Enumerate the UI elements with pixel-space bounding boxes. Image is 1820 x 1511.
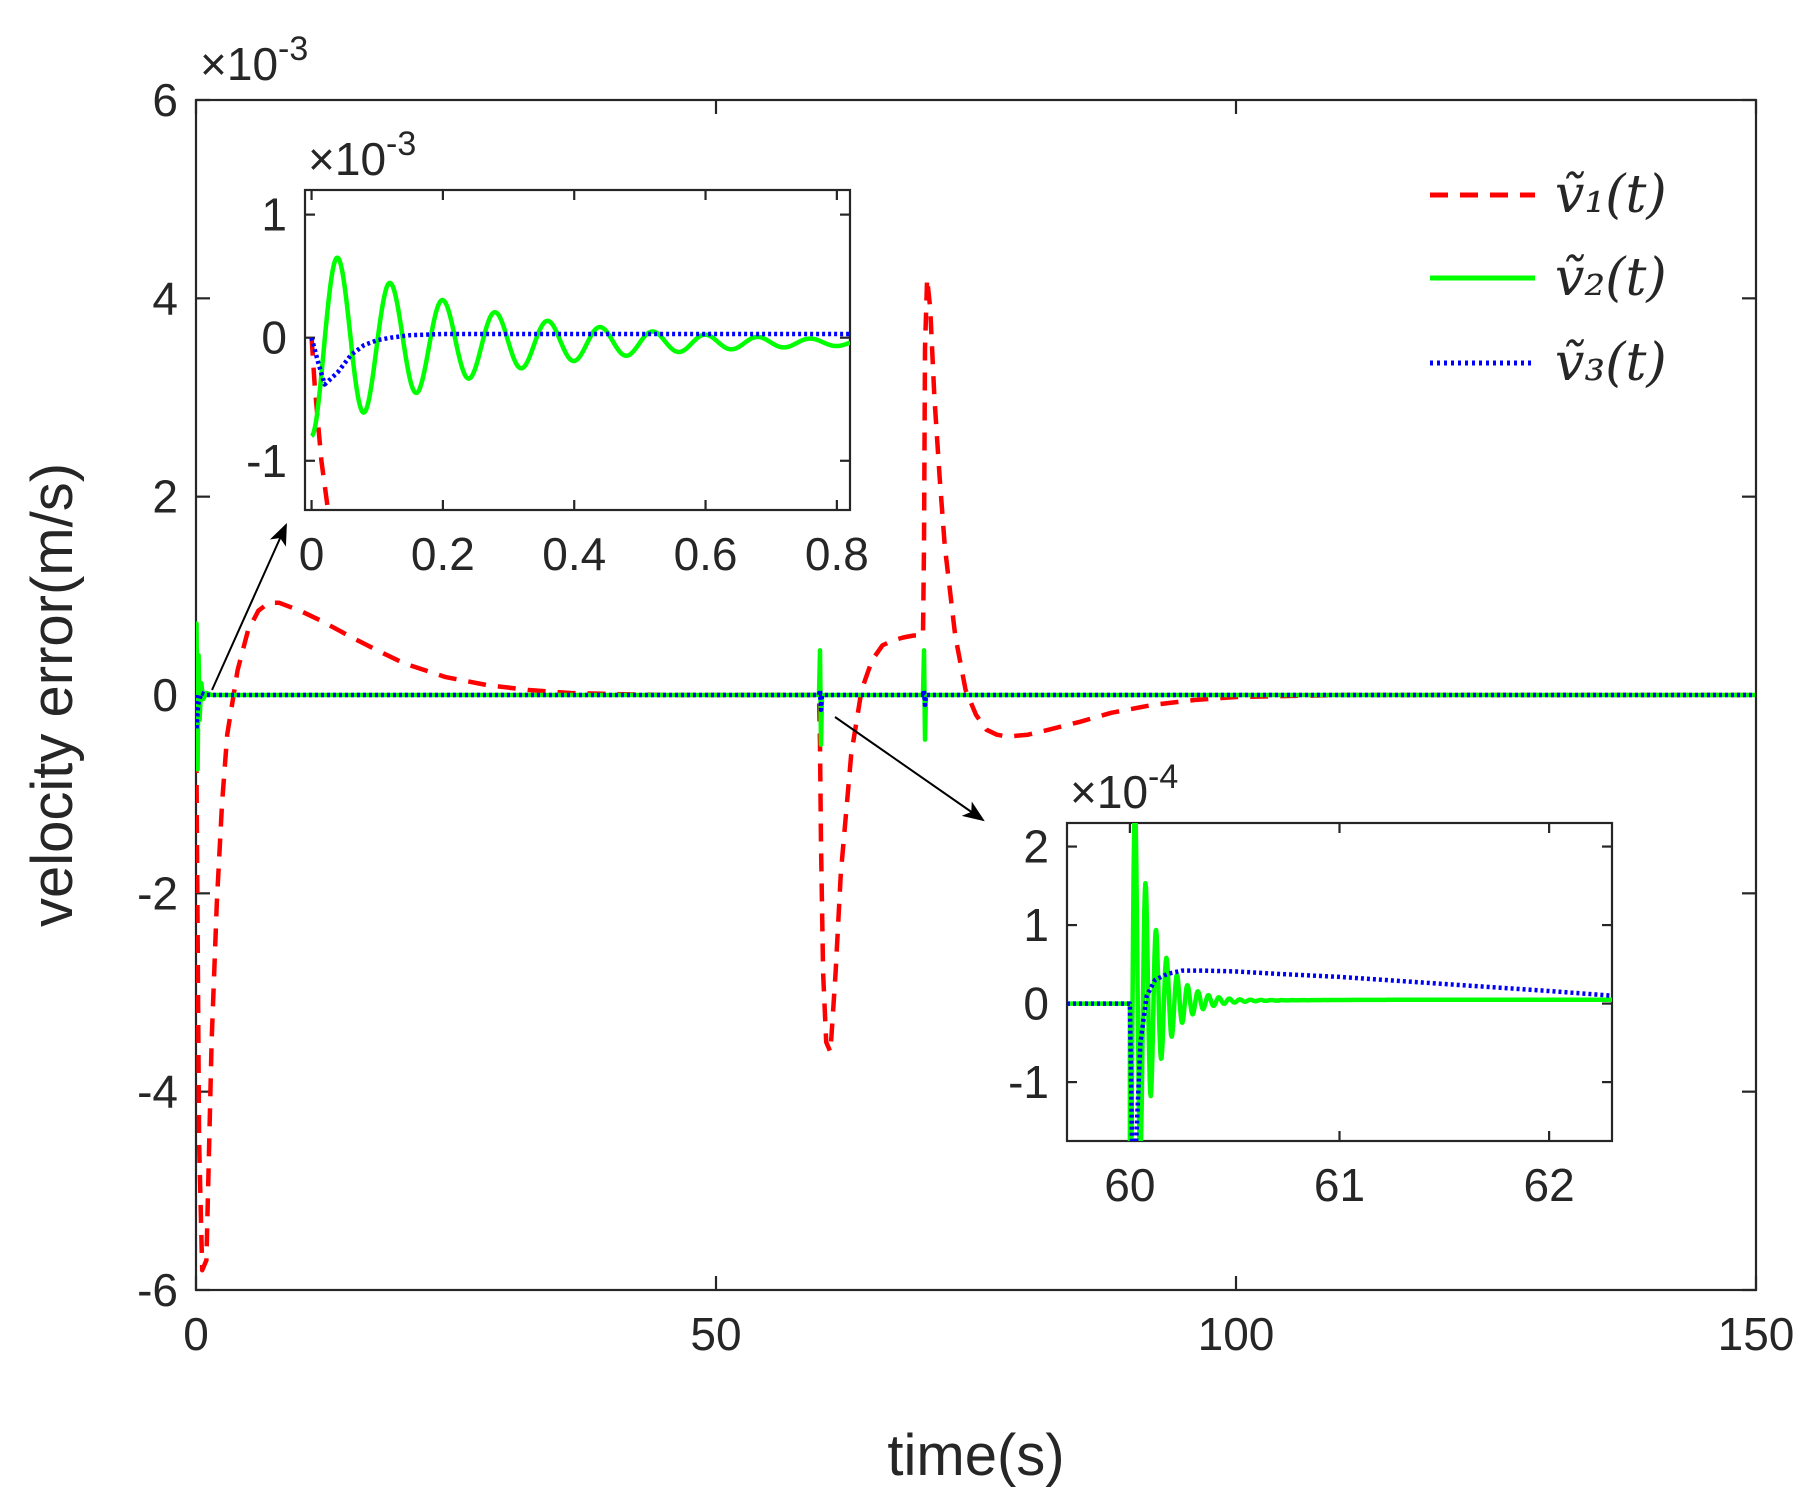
- inset1-x-tick-label: 0.8: [805, 528, 869, 580]
- inset1-series-v1: [309, 337, 331, 510]
- inset2-x-tick-label: 60: [1104, 1159, 1155, 1211]
- inset1-series-v3: [309, 331, 850, 387]
- inset2-series-v3: [1067, 968, 1612, 1141]
- inset1-y-tick-label: -1: [246, 435, 287, 487]
- inset2-series-v2: [1067, 823, 1612, 1141]
- main-spike-v3-1: [920, 687, 929, 708]
- inset1-y-tick-label: 0: [261, 312, 287, 364]
- inset1-series-v2: [309, 255, 850, 438]
- main-series-v1: [196, 276, 1756, 1273]
- legend-label-v2: ṽ₂(t): [1555, 248, 1667, 308]
- main-y-tick-label: -2: [137, 867, 178, 919]
- inset1-x-tick-label: 0.6: [674, 528, 738, 580]
- inset2-y-tick-label: 2: [1023, 821, 1049, 873]
- inset1-plot-frame: [303, 188, 852, 512]
- main-y-multiplier: ×10-3: [200, 30, 308, 90]
- inset2-x-tick-label: 61: [1314, 1159, 1365, 1211]
- main-y-tick-label: 4: [152, 272, 178, 324]
- inset1-x-tick-label: 0.4: [542, 528, 606, 580]
- legend: ṽ₁(t) ṽ₂(t) ṽ₃(t): [1430, 165, 1667, 393]
- x-axis-title: time(s): [887, 1423, 1064, 1488]
- inset1-axes: 0 0.2 0.4 0.6 0.8-101 ×10-3: [246, 125, 869, 580]
- main-x-tick-label: 50: [690, 1308, 741, 1360]
- inset2-y-tick-label: 1: [1023, 899, 1049, 951]
- main-y-tick-label: -4: [137, 1066, 178, 1118]
- inset1-x-tick-label: 0.2: [411, 528, 475, 580]
- arrow-to-inset2: [834, 716, 985, 822]
- main-y-tick-label: 6: [152, 74, 178, 126]
- inset2-series: [1067, 823, 1612, 1141]
- inset1-y-multiplier: ×10-3: [308, 125, 416, 185]
- legend-label-v1: ṽ₁(t): [1555, 165, 1667, 225]
- legend-label-v3: ṽ₃(t): [1555, 333, 1667, 393]
- inset2-axes: 60 61 62 -1 0 1 2 ×10-4: [1008, 758, 1614, 1211]
- arrow-to-inset1: [211, 522, 287, 691]
- main-x-tick-label: 0: [183, 1308, 209, 1360]
- main-x-tick-label: 150: [1718, 1308, 1795, 1360]
- main-y-tick-label: 0: [152, 669, 178, 721]
- inset2-ticks: 60 61 62 -1 0 1 2: [1008, 821, 1612, 1211]
- main-y-tick-label: 2: [152, 471, 178, 523]
- main-x-tick-label: 100: [1198, 1308, 1275, 1360]
- main-series: [196, 276, 1756, 1273]
- inset2-x-tick-label: 62: [1524, 1159, 1575, 1211]
- main-y-tick-label: -6: [137, 1264, 178, 1316]
- inset1-y-tick-label: 1: [261, 189, 287, 241]
- main-spike-v3-0: [816, 687, 825, 713]
- inset1-ticks: 0 0.2 0.4 0.6 0.8-101: [246, 189, 869, 580]
- inset1-x-tick-label: 0: [299, 528, 325, 580]
- inset1-series: [309, 255, 850, 510]
- inset2-y-tick-label: 0: [1023, 978, 1049, 1030]
- y-axis-title: velocity error(m/s): [20, 463, 85, 927]
- inset2-y-multiplier: ×10-4: [1070, 758, 1178, 818]
- inset2-y-tick-label: -1: [1008, 1056, 1049, 1108]
